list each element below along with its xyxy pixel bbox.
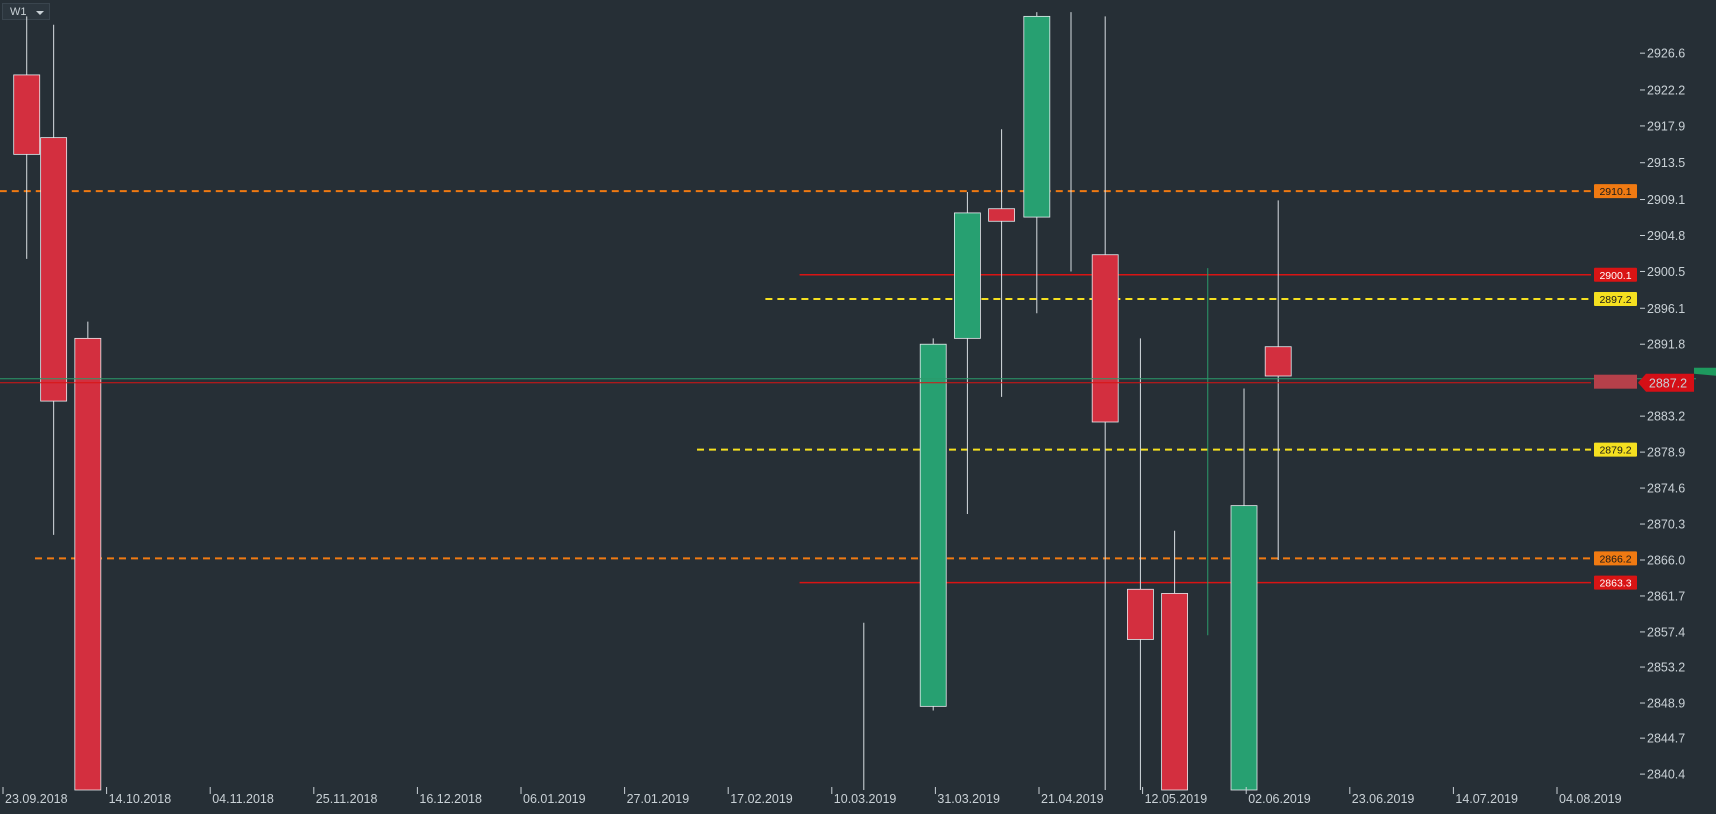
- y-tick-label: 2861.7: [1647, 589, 1685, 603]
- levels-layer: [0, 190, 1591, 584]
- y-tick-label: 2900.5: [1647, 265, 1685, 279]
- y-tick-label: 2857.4: [1647, 625, 1685, 639]
- y-tick-label: 2913.5: [1647, 156, 1685, 170]
- x-tick-label: 06.01.2019: [523, 792, 586, 806]
- candles-layer: [13, 12, 1292, 791]
- candle-body: [988, 208, 1015, 222]
- y-tick-label: 2866.0: [1647, 554, 1685, 568]
- chevron-down-icon: [35, 11, 44, 15]
- level-badge[interactable]: 2910.1: [1594, 184, 1637, 199]
- price-line-layer: [0, 378, 1696, 384]
- candle-body: [40, 137, 68, 402]
- x-tick-label: 10.03.2019: [834, 792, 897, 806]
- x-tick-label: 16.12.2018: [419, 792, 482, 806]
- level-badge[interactable]: 2897.2: [1594, 292, 1637, 307]
- candle[interactable]: [919, 338, 947, 711]
- y-tick-label: 2840.4: [1647, 768, 1685, 782]
- candle[interactable]: [13, 16, 41, 259]
- y-tick-label: 2874.6: [1647, 482, 1685, 496]
- x-tick-label: 04.08.2019: [1559, 792, 1622, 806]
- y-tick-label: 2844.7: [1647, 732, 1685, 746]
- y-tick-label: 2917.9: [1647, 119, 1685, 133]
- level-badge-label: 2879.2: [1599, 445, 1631, 457]
- level-badge-bg: [1594, 442, 1637, 457]
- level-badge[interactable]: 2879.2: [1594, 442, 1637, 457]
- candle-body: [1127, 588, 1154, 640]
- x-tick-label: 21.04.2019: [1041, 792, 1104, 806]
- y-tick-label: 2870.3: [1647, 518, 1685, 532]
- candle[interactable]: [954, 192, 981, 514]
- y-tick-label: 2878.9: [1647, 446, 1685, 460]
- candle-body: [1264, 346, 1292, 377]
- time-axis[interactable]: 23.09.2018 14.10.2018 04.11.2018 25.11.2018…: [2, 787, 1622, 806]
- x-tick-label: 23.06.2019: [1352, 792, 1415, 806]
- x-tick-label: 14.07.2019: [1455, 792, 1518, 806]
- timeframe-selector[interactable]: W1: [2, 3, 50, 20]
- level-badge-bg: [1594, 267, 1637, 282]
- candle[interactable]: [74, 321, 102, 791]
- x-tick-label: 27.01.2019: [627, 792, 690, 806]
- level-badge-label: 2866.2: [1599, 553, 1631, 565]
- current-level-badge-bg: [1594, 374, 1637, 389]
- level-badge[interactable]: 2863.3: [1594, 575, 1637, 590]
- level-badge-label: 2897.2: [1599, 294, 1631, 306]
- candle-body: [1230, 505, 1258, 791]
- level-badge[interactable]: 2900.1: [1594, 267, 1637, 282]
- candle[interactable]: [1023, 12, 1051, 314]
- y-tick-label: 2926.6: [1647, 47, 1685, 61]
- level-badge-label: 2910.1: [1599, 186, 1631, 198]
- candle-body: [1091, 254, 1119, 423]
- level-badge-bg: [1594, 184, 1637, 199]
- x-tick-label: 25.11.2018: [316, 792, 378, 806]
- x-tick-label: 04.11.2018: [212, 792, 274, 806]
- candle-body: [13, 74, 41, 155]
- candle-body: [954, 212, 981, 339]
- x-tick-label: 12.05.2019: [1145, 792, 1208, 806]
- y-tick-label: 2848.9: [1647, 697, 1685, 711]
- candle[interactable]: [1264, 200, 1292, 560]
- y-tick-label: 2909.1: [1647, 193, 1685, 207]
- level-badge-label: 2900.1: [1599, 270, 1631, 282]
- current-price-label: 2887.2: [1649, 377, 1687, 391]
- level-badge-bg: [1594, 551, 1637, 566]
- y-tick-label: 2853.2: [1647, 661, 1685, 675]
- candle[interactable]: [40, 24, 68, 535]
- level-badge-bg: [1594, 292, 1637, 307]
- candle-body: [74, 337, 102, 791]
- candle-body: [1161, 593, 1188, 791]
- y-tick-label: 2891.8: [1647, 338, 1685, 352]
- bid-marker: [1694, 367, 1716, 376]
- price-axis[interactable]: 2926.6 2922.2 2917.9 2913.5 2909.1 2904.8 2900…: [1640, 47, 1685, 782]
- y-tick-label: 2922.2: [1647, 83, 1685, 97]
- candle-body: [919, 343, 947, 707]
- candle[interactable]: [1091, 16, 1119, 790]
- timeframe-label: W1: [10, 6, 27, 18]
- badges-layer: 2910.1 2900.1 2897.2 2879.2 2866.2 2863.3 2887…: [1594, 184, 1716, 590]
- level-badge[interactable]: 2866.2: [1594, 551, 1637, 566]
- x-tick-label: 14.10.2018: [109, 792, 172, 806]
- y-tick-label: 2883.2: [1647, 410, 1685, 424]
- x-tick-label: 17.02.2019: [730, 792, 793, 806]
- candle[interactable]: [1127, 338, 1154, 790]
- candle[interactable]: [1161, 530, 1188, 791]
- level-badge-label: 2863.3: [1599, 578, 1631, 590]
- x-tick-label: 02.06.2019: [1248, 792, 1311, 806]
- candle-body: [1023, 15, 1051, 218]
- candle[interactable]: [988, 129, 1015, 397]
- level-badge-bg: [1594, 575, 1637, 590]
- y-tick-label: 2896.1: [1647, 302, 1685, 316]
- y-tick-label: 2904.8: [1647, 229, 1685, 243]
- current-price-badge[interactable]: 2887.2: [1594, 367, 1716, 392]
- current-price-badge-bg: [1638, 373, 1694, 392]
- x-tick-label: 23.09.2018: [5, 792, 68, 806]
- x-tick-label: 31.03.2019: [937, 792, 1000, 806]
- candle[interactable]: [1230, 388, 1258, 791]
